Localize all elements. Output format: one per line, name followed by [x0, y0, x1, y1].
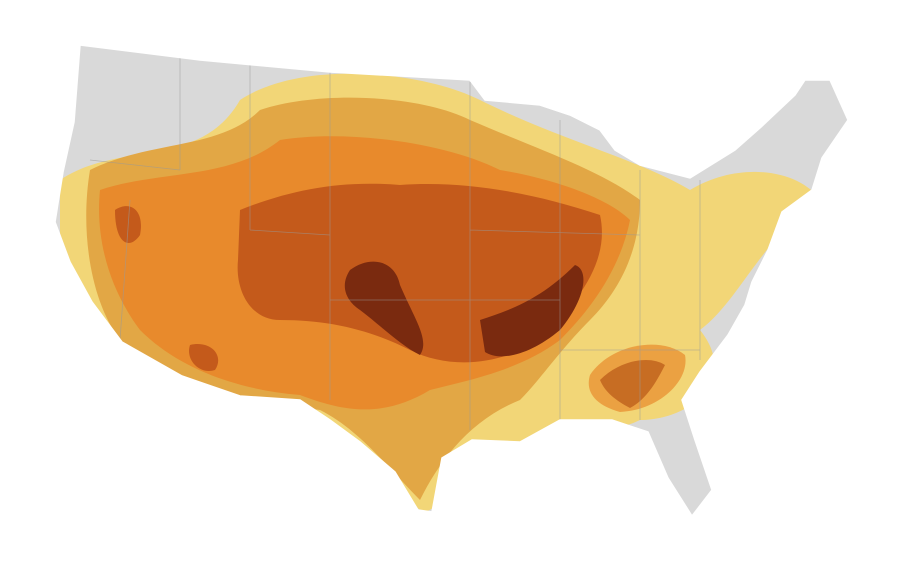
- extreme-drought-patches: [115, 206, 219, 371]
- exceptional-drought: [344, 261, 665, 408]
- state-borders: [89, 58, 701, 430]
- southeast-drought: [588, 344, 686, 412]
- us-outline: [54, 44, 849, 518]
